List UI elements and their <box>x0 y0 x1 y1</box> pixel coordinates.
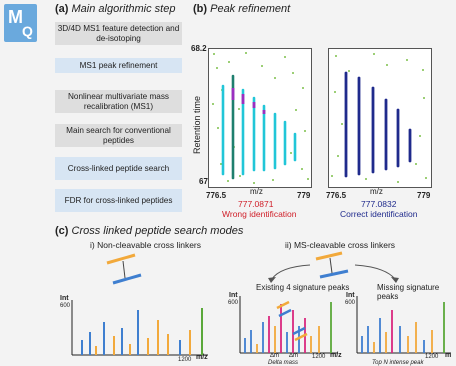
right-verdict: Correct identification <box>340 209 418 219</box>
y-top-tick: 68.2 <box>191 44 207 53</box>
left-x-tick-max: 779 <box>297 191 311 200</box>
step-crosslinked-search: Cross-linked peptide search <box>55 157 182 180</box>
panel-b-header: (b) Peak refinement <box>193 3 290 15</box>
mid-spec-y-label: Int <box>229 292 238 299</box>
y-bottom-tick: 67 <box>199 177 208 186</box>
right-spectrum <box>356 296 451 354</box>
right-x-tick-min: 776.5 <box>326 191 347 200</box>
left-spec-peaks <box>81 308 203 355</box>
mid-delta-1: Δm <box>270 353 280 359</box>
left-mass-value: 777.0871 <box>238 199 274 209</box>
right-spec-y-max: 600 <box>345 300 356 306</box>
mid-spec-peaks <box>244 302 332 353</box>
left-plot-magenta-segments <box>231 88 266 114</box>
panel-a-label: (a) <box>55 3 69 15</box>
mode-noncleavable-label: i) Non-cleavable cross linkers <box>90 240 202 250</box>
left-plot-frame <box>208 48 312 188</box>
right-spec-caption: Top N intense peak <box>372 360 424 366</box>
mode-cleavable-label: ii) MS-cleavable cross linkers <box>285 240 396 250</box>
panel-b-title: Peak refinement <box>210 3 291 15</box>
left-spec-y-label: Int <box>60 295 69 302</box>
logo-letter-m: M <box>8 7 23 27</box>
left-x-tick-min: 776.5 <box>206 191 227 200</box>
right-plot-frame <box>328 48 432 188</box>
panel-c-label: (c) <box>55 225 69 237</box>
maxquant-logo: M Q <box>4 4 37 42</box>
right-spectrum-header: Missing signature peaks <box>377 283 440 301</box>
panel-b-label: (b) <box>193 3 208 15</box>
mid-spec-caption: Delta mass <box>268 360 299 366</box>
left-spec-x-max: 1200 <box>178 357 192 363</box>
right-spec-y-label: Int <box>346 292 355 299</box>
mid-spectrum <box>239 296 338 354</box>
step-main-search: Main search for conventional peptides <box>55 124 182 147</box>
arrow-to-existing <box>271 264 311 280</box>
right-peak-plot <box>328 48 432 188</box>
right-spec-peaks <box>361 302 445 353</box>
cleavable-crosslinker-icon <box>315 251 349 279</box>
left-spectrum <box>71 300 208 356</box>
branch-arrows <box>268 264 399 283</box>
right-plot-traces <box>344 71 412 178</box>
mid-delta-2: Δm <box>289 353 299 359</box>
mid-spec-fragment-icons <box>276 300 308 342</box>
right-spec-x-unit: m <box>445 352 452 359</box>
mid-spec-x-max: 1200 <box>312 354 326 360</box>
mid-spec-y-max: 600 <box>228 300 239 306</box>
arrow-to-missing <box>354 264 396 280</box>
step-feature-detection: 3D/4D MS1 feature detection and de-isoto… <box>55 22 182 45</box>
noncleavable-crosslinker-icon <box>106 253 142 285</box>
y-axis-label: Retention time <box>192 95 203 155</box>
mid-spectrum-header: Existing 4 signature peaks <box>256 283 350 292</box>
right-mass-value: 777.0832 <box>361 199 397 209</box>
right-x-tick-max: 779 <box>417 191 431 200</box>
panel-c-header: (c) Cross linked peptide search modes <box>55 225 243 237</box>
left-spec-x-unit: m/z <box>196 354 208 361</box>
panel-a-title: Main algorithmic step <box>71 3 176 15</box>
right-spec-x-max: 1200 <box>425 354 439 360</box>
right-x-unit: m/z <box>370 187 383 196</box>
step-mass-recalibration: Nonlinear multivariate mass recalibratio… <box>55 90 182 113</box>
right-plot-noise <box>331 53 427 183</box>
logo-letter-q: Q <box>22 23 33 39</box>
panel-c-title: Cross linked peptide search modes <box>71 225 244 237</box>
step-peak-refinement: MS1 peak refinement <box>55 58 182 73</box>
left-verdict: Wrong identification <box>222 209 297 219</box>
left-x-unit: m/z <box>250 187 263 196</box>
left-peak-plot <box>208 48 312 188</box>
mid-spec-x-unit: m/z <box>330 352 342 359</box>
step-fdr-crosslinked: FDR for cross-linked peptides <box>55 189 182 212</box>
panel-a-header: (a) Main algorithmic step <box>55 3 175 15</box>
left-spec-y-max: 600 <box>60 303 71 309</box>
